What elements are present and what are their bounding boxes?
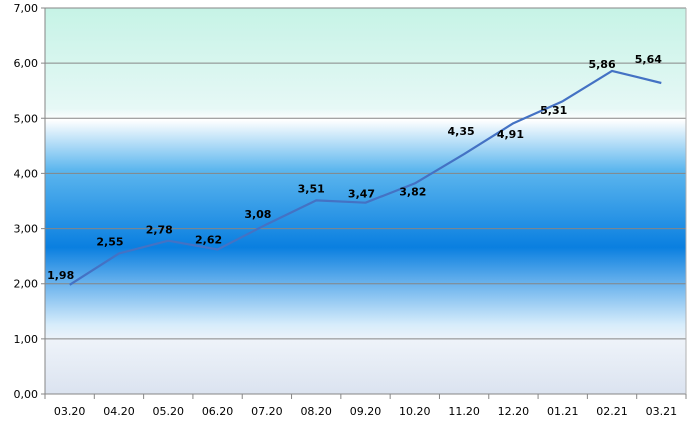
- data-label: 2,78: [146, 224, 173, 237]
- data-label: 5,31: [540, 104, 567, 117]
- x-tick-label: 05.20: [153, 405, 185, 418]
- y-tick-label: 4,00: [14, 167, 39, 180]
- x-tick-label: 12.20: [498, 405, 530, 418]
- x-tick-label: 02.21: [596, 405, 628, 418]
- x-tick-label: 04.20: [103, 405, 135, 418]
- y-tick-label: 2,00: [14, 278, 39, 291]
- x-tick-label: 10.20: [399, 405, 431, 418]
- data-label: 4,35: [448, 125, 475, 138]
- data-label: 2,55: [96, 235, 123, 248]
- x-axis-ticks: 03.20 04.20 05.20 06.20 07.20 08.20 09.20 10.20…: [44, 394, 687, 418]
- data-label: 2,62: [195, 234, 222, 247]
- y-tick-label: 7,00: [14, 2, 39, 15]
- y-tick-label: 1,00: [14, 333, 39, 346]
- x-tick-label: 11.20: [448, 405, 480, 418]
- x-tick-label: 08.20: [300, 405, 332, 418]
- data-label: 5,64: [635, 53, 662, 66]
- x-tick-label: 07.20: [251, 405, 283, 418]
- x-tick-label: 03.20: [54, 405, 86, 418]
- y-tick-label: 5,00: [14, 112, 39, 125]
- y-axis-ticks: 0,00 1,00 2,00 3,00 4,00 5,00 6,00 7,00: [14, 2, 39, 401]
- x-tick-label: 03.21: [646, 405, 678, 418]
- y-tick-label: 3,00: [14, 223, 39, 236]
- axes: [44, 8, 687, 395]
- data-label: 3,08: [244, 208, 271, 221]
- y-tick-label: 6,00: [14, 57, 39, 70]
- data-label: 5,86: [588, 58, 615, 71]
- data-label: 3,47: [348, 188, 375, 201]
- data-label: 3,82: [399, 185, 426, 198]
- data-label: 4,91: [497, 128, 524, 141]
- series-line: [69, 69, 662, 286]
- plot-area: [45, 8, 686, 394]
- y-tick-label: 0,00: [14, 388, 39, 401]
- x-tick-label: 09.20: [350, 405, 382, 418]
- data-labels: 1,98 2,55 2,78 2,62 3,08 3,51 3,47 3,82 4,35 4,91…: [47, 53, 662, 282]
- x-tick-label: 01.21: [547, 405, 579, 418]
- series-layer: [69, 69, 662, 286]
- data-label: 1,98: [47, 269, 74, 282]
- x-tick-label: 06.20: [202, 405, 234, 418]
- data-label: 3,51: [298, 182, 325, 195]
